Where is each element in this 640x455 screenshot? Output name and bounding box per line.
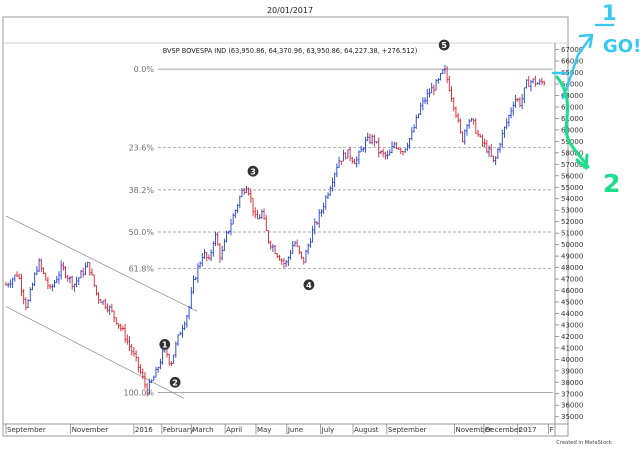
y-tick-label: 61000 <box>561 115 583 123</box>
y-tick-label: 63000 <box>561 92 583 100</box>
y-tick-label: 52000 <box>561 218 583 226</box>
y-tick-label: 67000 <box>561 46 583 54</box>
y-tick-label: 60000 <box>561 126 583 134</box>
wave-markers: 1 2 3 4 5 <box>159 39 450 388</box>
annotation-wave-number: 2 <box>603 169 620 198</box>
x-tick-label: December <box>485 426 521 434</box>
fibonacci-levels: 0.0% 23.6% 38.2% 50.0% 61.8% 100.0% <box>123 65 553 398</box>
x-tick-label: June <box>287 426 303 434</box>
x-tick-label: July <box>321 426 335 434</box>
x-tick-label: February <box>163 426 194 434</box>
x-tick-label: F <box>550 426 554 434</box>
y-tick-label: 58000 <box>561 149 583 157</box>
chart-title: BVSP BOVESPA IND (63,950.86, 64,370.96, … <box>163 47 418 55</box>
fib-label: 38.2% <box>129 186 155 195</box>
y-tick-label: 51000 <box>561 230 583 238</box>
x-tick-label: May <box>257 426 271 434</box>
x-tick-label: March <box>192 426 213 434</box>
y-tick-label: 47000 <box>561 276 583 284</box>
y-tick-label: 43000 <box>561 321 583 329</box>
wave-marker <box>303 279 315 291</box>
y-tick-label: 40000 <box>561 356 583 364</box>
fib-label: 100.0% <box>123 389 154 398</box>
fib-label: 0.0% <box>134 65 155 74</box>
channel-upper-line <box>5 215 198 312</box>
wave-marker <box>169 376 181 388</box>
y-tick-label: 57000 <box>561 161 583 169</box>
x-tick-label: 2016 <box>135 426 153 434</box>
wave-marker-label: 2 <box>172 378 178 387</box>
y-tick-label: 50000 <box>561 241 583 249</box>
x-tick-label: April <box>226 426 242 434</box>
y-tick-label: 41000 <box>561 344 583 352</box>
x-tick-label: September <box>7 426 46 434</box>
annotation-target-number: 1 <box>602 1 617 25</box>
wave-marker-label: 5 <box>441 41 447 50</box>
wave-marker-label: 3 <box>250 167 256 176</box>
y-tick-label: 54000 <box>561 195 583 203</box>
y-tick-label: 62000 <box>561 103 583 111</box>
y-tick-label: 36000 <box>561 402 583 410</box>
y-axis-ticks: 35000 36000 37000 38000 39000 40000 41000 42000… <box>555 46 583 421</box>
y-tick-label: 64000 <box>561 81 583 89</box>
annotation-go-text: GO! <box>603 36 640 57</box>
wave-marker-label: 1 <box>162 341 168 350</box>
y-tick-label: 66000 <box>561 58 583 66</box>
credit-text: Created in MetaStock <box>556 440 612 446</box>
y-tick-label: 49000 <box>561 253 583 261</box>
x-tick-label: 2017 <box>519 426 537 434</box>
y-tick-label: 56000 <box>561 172 583 180</box>
x-tick-label: September <box>388 426 427 434</box>
wave-marker <box>159 339 171 350</box>
fib-label: 50.0% <box>129 228 155 237</box>
price-bars <box>4 64 546 397</box>
x-tick-label: November <box>72 426 109 434</box>
y-tick-label: 39000 <box>561 367 583 375</box>
y-tick-label: 44000 <box>561 310 583 318</box>
fib-label: 23.6% <box>129 144 155 153</box>
decline-arrow-head <box>575 153 589 170</box>
plot-frame <box>2 16 569 437</box>
x-tick-label: November <box>455 426 492 434</box>
trend-channel <box>5 215 198 399</box>
hand-annotation: 1 GO! 2 <box>551 1 640 198</box>
y-tick-label: 45000 <box>561 298 583 306</box>
chart-date: 20/01/2017 <box>267 6 313 15</box>
y-tick-label: 37000 <box>561 390 583 398</box>
projected-decline-stroke <box>555 75 590 169</box>
y-tick-label: 35000 <box>561 413 583 421</box>
x-tick-label: August <box>354 426 379 434</box>
y-tick-label: 59000 <box>561 138 583 146</box>
channel-lower-line <box>5 306 185 399</box>
wave-marker <box>438 39 450 51</box>
y-tick-label: 46000 <box>561 287 583 295</box>
y-tick-label: 38000 <box>561 379 583 387</box>
y-tick-label: 55000 <box>561 184 583 192</box>
y-tick-label: 48000 <box>561 264 583 272</box>
wave-marker-label: 4 <box>306 281 312 290</box>
wave-marker <box>247 165 259 177</box>
fib-label: 61.8% <box>129 265 155 274</box>
arrow-head <box>578 33 594 49</box>
y-tick-label: 53000 <box>561 207 583 215</box>
y-tick-label: 42000 <box>561 333 583 341</box>
